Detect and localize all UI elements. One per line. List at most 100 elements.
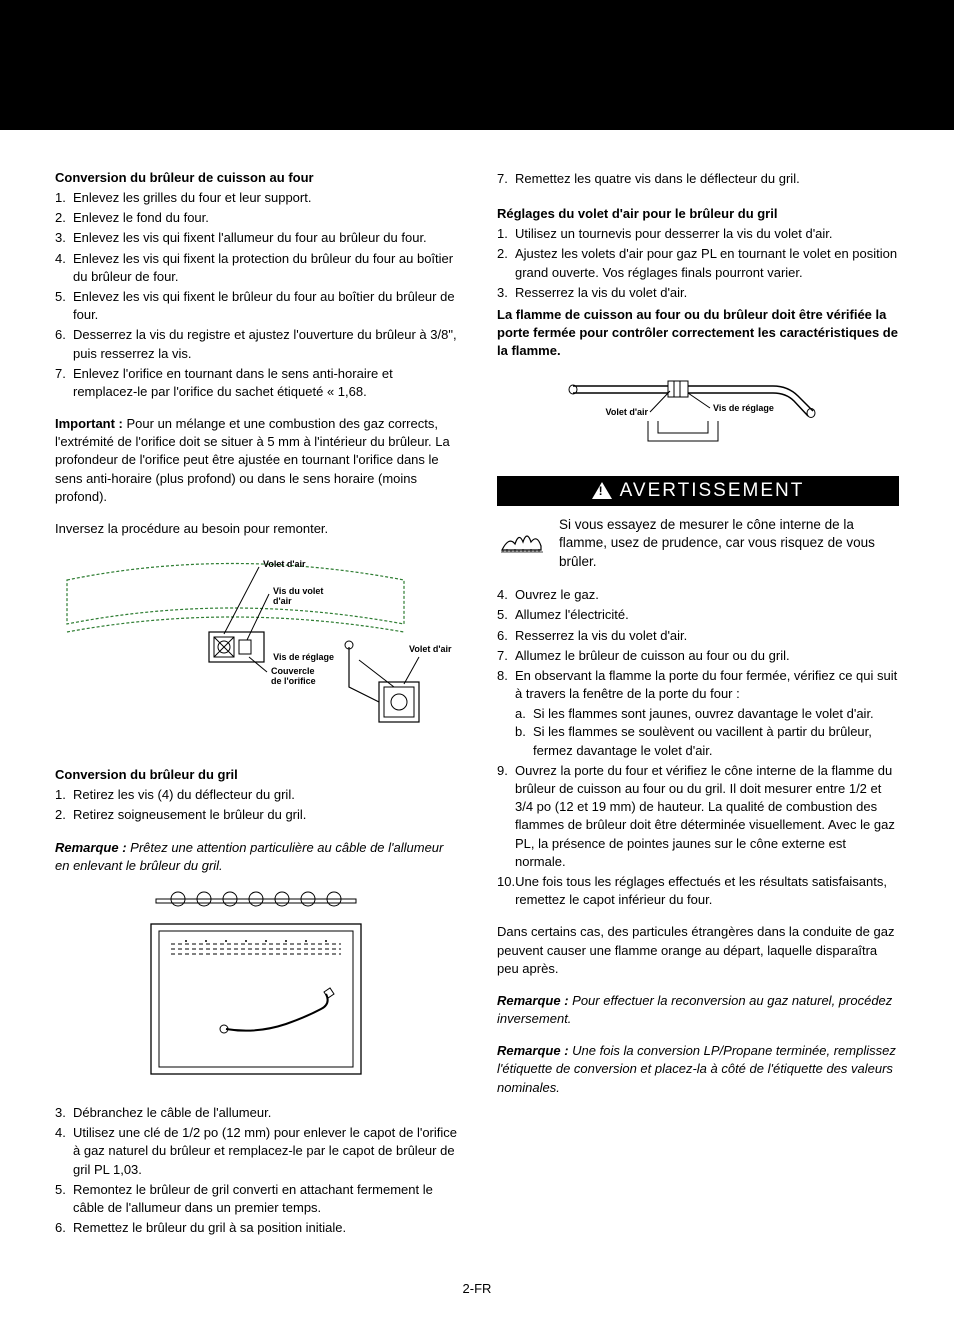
list-item: 5.Enlevez les vis qui fixent le brûleur … xyxy=(55,288,457,324)
right-column: 7.Remettez les quatre vis dans le déflec… xyxy=(497,170,899,1251)
remarque-label-placement: Remarque : Une fois la conversion LP/Pro… xyxy=(497,1042,899,1097)
list-text: Retirez soigneusement le brûleur du gril… xyxy=(73,806,457,824)
list-text: Utilisez une clé de 1/2 po (12 mm) pour … xyxy=(73,1124,457,1179)
list-item: 9.Ouvrez la porte du four et vérifiez le… xyxy=(497,762,899,871)
list-number: 3. xyxy=(497,284,515,302)
important-paragraph: Important : Pour un mélange et une combu… xyxy=(55,415,457,506)
sublist-letter: b. xyxy=(515,723,533,759)
list-item: 3.Resserrez la vis du volet d'air. xyxy=(497,284,899,302)
list-text: Débranchez le câble de l'allumeur. xyxy=(73,1104,457,1122)
list-item: 1.Utilisez un tournevis pour desserrer l… xyxy=(497,225,899,243)
remarque-reconversion: Remarque : Pour effectuer la reconversio… xyxy=(497,992,899,1028)
list-item: 7.Allumez le brûleur de cuisson au four … xyxy=(497,647,899,665)
reverse-procedure: Inversez la procédure au besoin pour rem… xyxy=(55,520,457,538)
list-item: 8.En observant la flamme la porte du fou… xyxy=(497,667,899,703)
list-number: 6. xyxy=(55,326,73,362)
list-item: 4.Ouvrez le gaz. xyxy=(497,586,899,604)
list-text: Ouvrez la porte du four et vérifiez le c… xyxy=(515,762,899,871)
sublist-text: Si les flammes se soulèvent ou vacillent… xyxy=(533,723,899,759)
bake-burner-diagram: Volet d'air Vis du volet d'air Couvercle… xyxy=(55,552,457,747)
list-number: 3. xyxy=(55,1104,73,1122)
sublist-text: Si les flammes sont jaunes, ouvrez davan… xyxy=(533,705,874,723)
list-number: 7. xyxy=(497,647,515,665)
list-item: 1.Enlevez les grilles du four et leur su… xyxy=(55,189,457,207)
list-number: 4. xyxy=(55,250,73,286)
list-number: 7. xyxy=(55,365,73,401)
warning-triangle-icon xyxy=(592,482,612,499)
list-item: 3.Enlevez les vis qui fixent l'allumeur … xyxy=(55,229,457,247)
flame-check-steps: 4.Ouvrez le gaz. 5.Allumez l'électricité.… xyxy=(497,586,899,703)
svg-text:Vis de réglage: Vis de réglage xyxy=(713,403,774,413)
list-number: 1. xyxy=(55,189,73,207)
list-text: Remettez les quatre vis dans le déflecte… xyxy=(515,170,899,188)
list-item: 1.Retirez les vis (4) du déflecteur du g… xyxy=(55,786,457,804)
page-number: 2-FR xyxy=(0,1261,954,1326)
list-number: 10. xyxy=(497,873,515,909)
warning-title: AVERTISSEMENT xyxy=(620,480,805,502)
heading-broil-burner: Conversion du brûleur du gril xyxy=(55,767,457,782)
list-text: Desserrez la vis du registre et ajustez … xyxy=(73,326,457,362)
bake-burner-steps: 1.Enlevez les grilles du four et leur su… xyxy=(55,189,457,401)
list-text: Resserrez la vis du volet d'air. xyxy=(515,627,899,645)
list-item: 2.Ajustez les volets d'air pour gaz PL e… xyxy=(497,245,899,281)
list-text: Enlevez les vis qui fixent le brûleur du… xyxy=(73,288,457,324)
warning-text: Si vous essayez de mesurer le cône inter… xyxy=(559,516,899,573)
list-text: Ouvrez le gaz. xyxy=(515,586,899,604)
list-number: 5. xyxy=(55,1181,73,1217)
svg-text:Couvercle: Couvercle xyxy=(271,666,315,676)
sublist-letter: a. xyxy=(515,705,533,723)
list-item: 5.Allumez l'électricité. xyxy=(497,606,899,624)
list-number: 5. xyxy=(497,606,515,624)
air-shutter-steps: 1.Utilisez un tournevis pour desserrer l… xyxy=(497,225,899,302)
left-column: Conversion du brûleur de cuisson au four… xyxy=(55,170,457,1251)
broil-remarque: Remarque : Prêtez une attention particul… xyxy=(55,839,457,875)
svg-text:de l'orifice: de l'orifice xyxy=(271,676,316,686)
broil-burner-steps-b: 3.Débranchez le câble de l'allumeur.4.Ut… xyxy=(55,1104,457,1237)
list-text: Remontez le brûleur de gril converti en … xyxy=(73,1181,457,1217)
list-number: 4. xyxy=(55,1124,73,1179)
svg-text:Volet d'air: Volet d'air xyxy=(606,407,649,417)
flame-check-bold: La flamme de cuisson au four ou du brûle… xyxy=(497,306,899,361)
sublist-item: a.Si les flammes sont jaunes, ouvrez dav… xyxy=(515,705,899,723)
list-number: 6. xyxy=(497,627,515,645)
sublist-item: b.Si les flammes se soulèvent ou vacille… xyxy=(515,723,899,759)
list-number: 7. xyxy=(497,170,515,188)
list-text: Ajustez les volets d'air pour gaz PL en … xyxy=(515,245,899,281)
list-item: 6.Resserrez la vis du volet d'air. xyxy=(497,627,899,645)
list-text: En observant la flamme la porte du four … xyxy=(515,667,899,703)
broil-burner-steps-a: 1.Retirez les vis (4) du déflecteur du g… xyxy=(55,786,457,824)
svg-text:Vis du volet: Vis du volet xyxy=(273,586,323,596)
list-text: Allumez l'électricité. xyxy=(515,606,899,624)
list-text: Retirez les vis (4) du déflecteur du gri… xyxy=(73,786,457,804)
list-number: 1. xyxy=(497,225,515,243)
list-item: 2.Enlevez le fond du four. xyxy=(55,209,457,227)
list-number: 2. xyxy=(497,245,515,281)
heading-bake-burner: Conversion du brûleur de cuisson au four xyxy=(55,170,457,185)
list-text: Enlevez les vis qui fixent la protection… xyxy=(73,250,457,286)
flame-check-substeps: a.Si les flammes sont jaunes, ouvrez dav… xyxy=(497,705,899,760)
list-item: 4.Utilisez une clé de 1/2 po (12 mm) pou… xyxy=(55,1124,457,1179)
list-number: 9. xyxy=(497,762,515,871)
svg-text:Volet d'air: Volet d'air xyxy=(263,559,306,569)
header-black-bar xyxy=(0,0,954,130)
list-item: 10.Une fois tous les réglages effectués … xyxy=(497,873,899,909)
important-label: Important : xyxy=(55,416,123,431)
list-item: 7.Enlevez l'orifice en tournant dans le … xyxy=(55,365,457,401)
page-body: Conversion du brûleur de cuisson au four… xyxy=(0,130,954,1261)
list-number: 2. xyxy=(55,209,73,227)
list-number: 1. xyxy=(55,786,73,804)
air-shutter-diagram: Volet d'air Vis de réglage xyxy=(497,371,899,456)
list-text: Enlevez les grilles du four et leur supp… xyxy=(73,189,457,207)
remarque-label: Remarque : xyxy=(55,840,127,855)
list-number: 2. xyxy=(55,806,73,824)
flame-check-steps-cont: 9.Ouvrez la porte du four et vérifiez le… xyxy=(497,762,899,910)
list-item: 2.Retirez soigneusement le brûleur du gr… xyxy=(55,806,457,824)
svg-text:Volet d'air: Volet d'air xyxy=(409,644,452,654)
list-text: Allumez le brûleur de cuisson au four ou… xyxy=(515,647,899,665)
remarque-label: Remarque : xyxy=(497,993,569,1008)
list-number: 3. xyxy=(55,229,73,247)
list-text: Utilisez un tournevis pour desserrer la … xyxy=(515,225,899,243)
list-item: 5.Remontez le brûleur de gril converti e… xyxy=(55,1181,457,1217)
list-text: Enlevez les vis qui fixent l'allumeur du… xyxy=(73,229,457,247)
list-item: 3.Débranchez le câble de l'allumeur. xyxy=(55,1104,457,1122)
